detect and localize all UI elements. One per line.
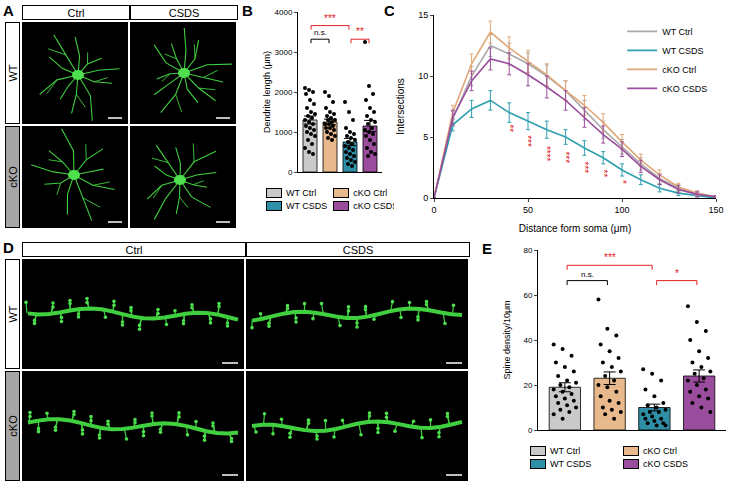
html-text:D: D	[3, 239, 14, 256]
svg-text:4000: 4000	[275, 8, 293, 17]
svg-text:3000: 3000	[275, 48, 293, 57]
html-text:WT CSDS: WT CSDS	[550, 459, 592, 469]
html-text:C: C	[384, 2, 395, 19]
svg-text:2000: 2000	[275, 88, 293, 97]
svg-text:5: 5	[423, 132, 428, 142]
html-text:A: A	[3, 2, 14, 19]
html-text:E: E	[482, 240, 492, 257]
html-text:cKO Ctrl: cKO Ctrl	[353, 188, 388, 198]
svg-text:n.s.: n.s.	[314, 28, 327, 37]
html-text:CSDS: CSDS	[168, 6, 200, 19]
svg-text:n.s.: n.s.	[581, 270, 594, 279]
svg-text:***: ***	[522, 135, 533, 147]
html-text:WT Ctrl: WT Ctrl	[286, 188, 317, 198]
html-text:B: B	[242, 2, 253, 19]
svg-text:20: 20	[523, 381, 532, 390]
html-text:cKO CSDS: cKO CSDS	[643, 459, 688, 469]
html-text:WT: WT	[6, 64, 19, 82]
html-text:CSDS: CSDS	[342, 243, 374, 256]
html-text:cKO: cKO	[6, 415, 19, 437]
svg-text:1000: 1000	[275, 128, 293, 137]
html-text:cKO CSDS: cKO CSDS	[353, 201, 399, 211]
svg-text:80: 80	[523, 246, 532, 255]
svg-text:60: 60	[523, 291, 532, 300]
html-text:WT: WT	[6, 305, 19, 323]
svg-text:0: 0	[288, 168, 293, 177]
svg-text:100: 100	[614, 205, 629, 215]
svg-text:Spine density/10μm: Spine density/10μm	[502, 300, 512, 379]
svg-text:cKO Ctrl: cKO Ctrl	[662, 65, 696, 75]
svg-text:****: ****	[541, 146, 552, 162]
svg-text:Distance form soma (μm): Distance form soma (μm)	[519, 223, 631, 234]
html-text:Ctrl: Ctrl	[125, 243, 143, 256]
html-text:Ctrl: Ctrl	[67, 6, 85, 19]
svg-text:**: **	[356, 26, 364, 37]
svg-text:***: ***	[604, 252, 616, 263]
html-text:cKO: cKO	[6, 166, 19, 188]
html-text:WT Ctrl: WT Ctrl	[550, 446, 581, 456]
svg-text:*: *	[617, 180, 628, 184]
svg-text:50: 50	[523, 205, 533, 215]
svg-text:*: *	[675, 268, 679, 279]
svg-text:cKO CSDS: cKO CSDS	[662, 84, 707, 94]
svg-text:0: 0	[528, 426, 533, 435]
html-text:WT CSDS: WT CSDS	[286, 201, 328, 211]
svg-text:150: 150	[708, 205, 723, 215]
svg-text:**: **	[504, 124, 515, 132]
svg-text:10: 10	[418, 71, 428, 81]
svg-text:**: **	[598, 170, 609, 178]
svg-text:***: ***	[324, 13, 336, 24]
svg-text:***: ***	[560, 151, 571, 163]
svg-text:***: ***	[579, 162, 590, 174]
svg-text:15: 15	[418, 10, 428, 20]
svg-text:0: 0	[423, 193, 428, 203]
svg-text:WT CSDS: WT CSDS	[662, 46, 703, 56]
svg-text:0: 0	[431, 205, 436, 215]
svg-text:40: 40	[523, 336, 532, 345]
svg-text:Intersections: Intersections	[395, 78, 406, 135]
svg-text:Dendrite length (μm): Dendrite length (μm)	[262, 51, 272, 133]
svg-text:WT Ctrl: WT Ctrl	[662, 27, 692, 37]
html-text:cKO Ctrl: cKO Ctrl	[643, 446, 677, 456]
